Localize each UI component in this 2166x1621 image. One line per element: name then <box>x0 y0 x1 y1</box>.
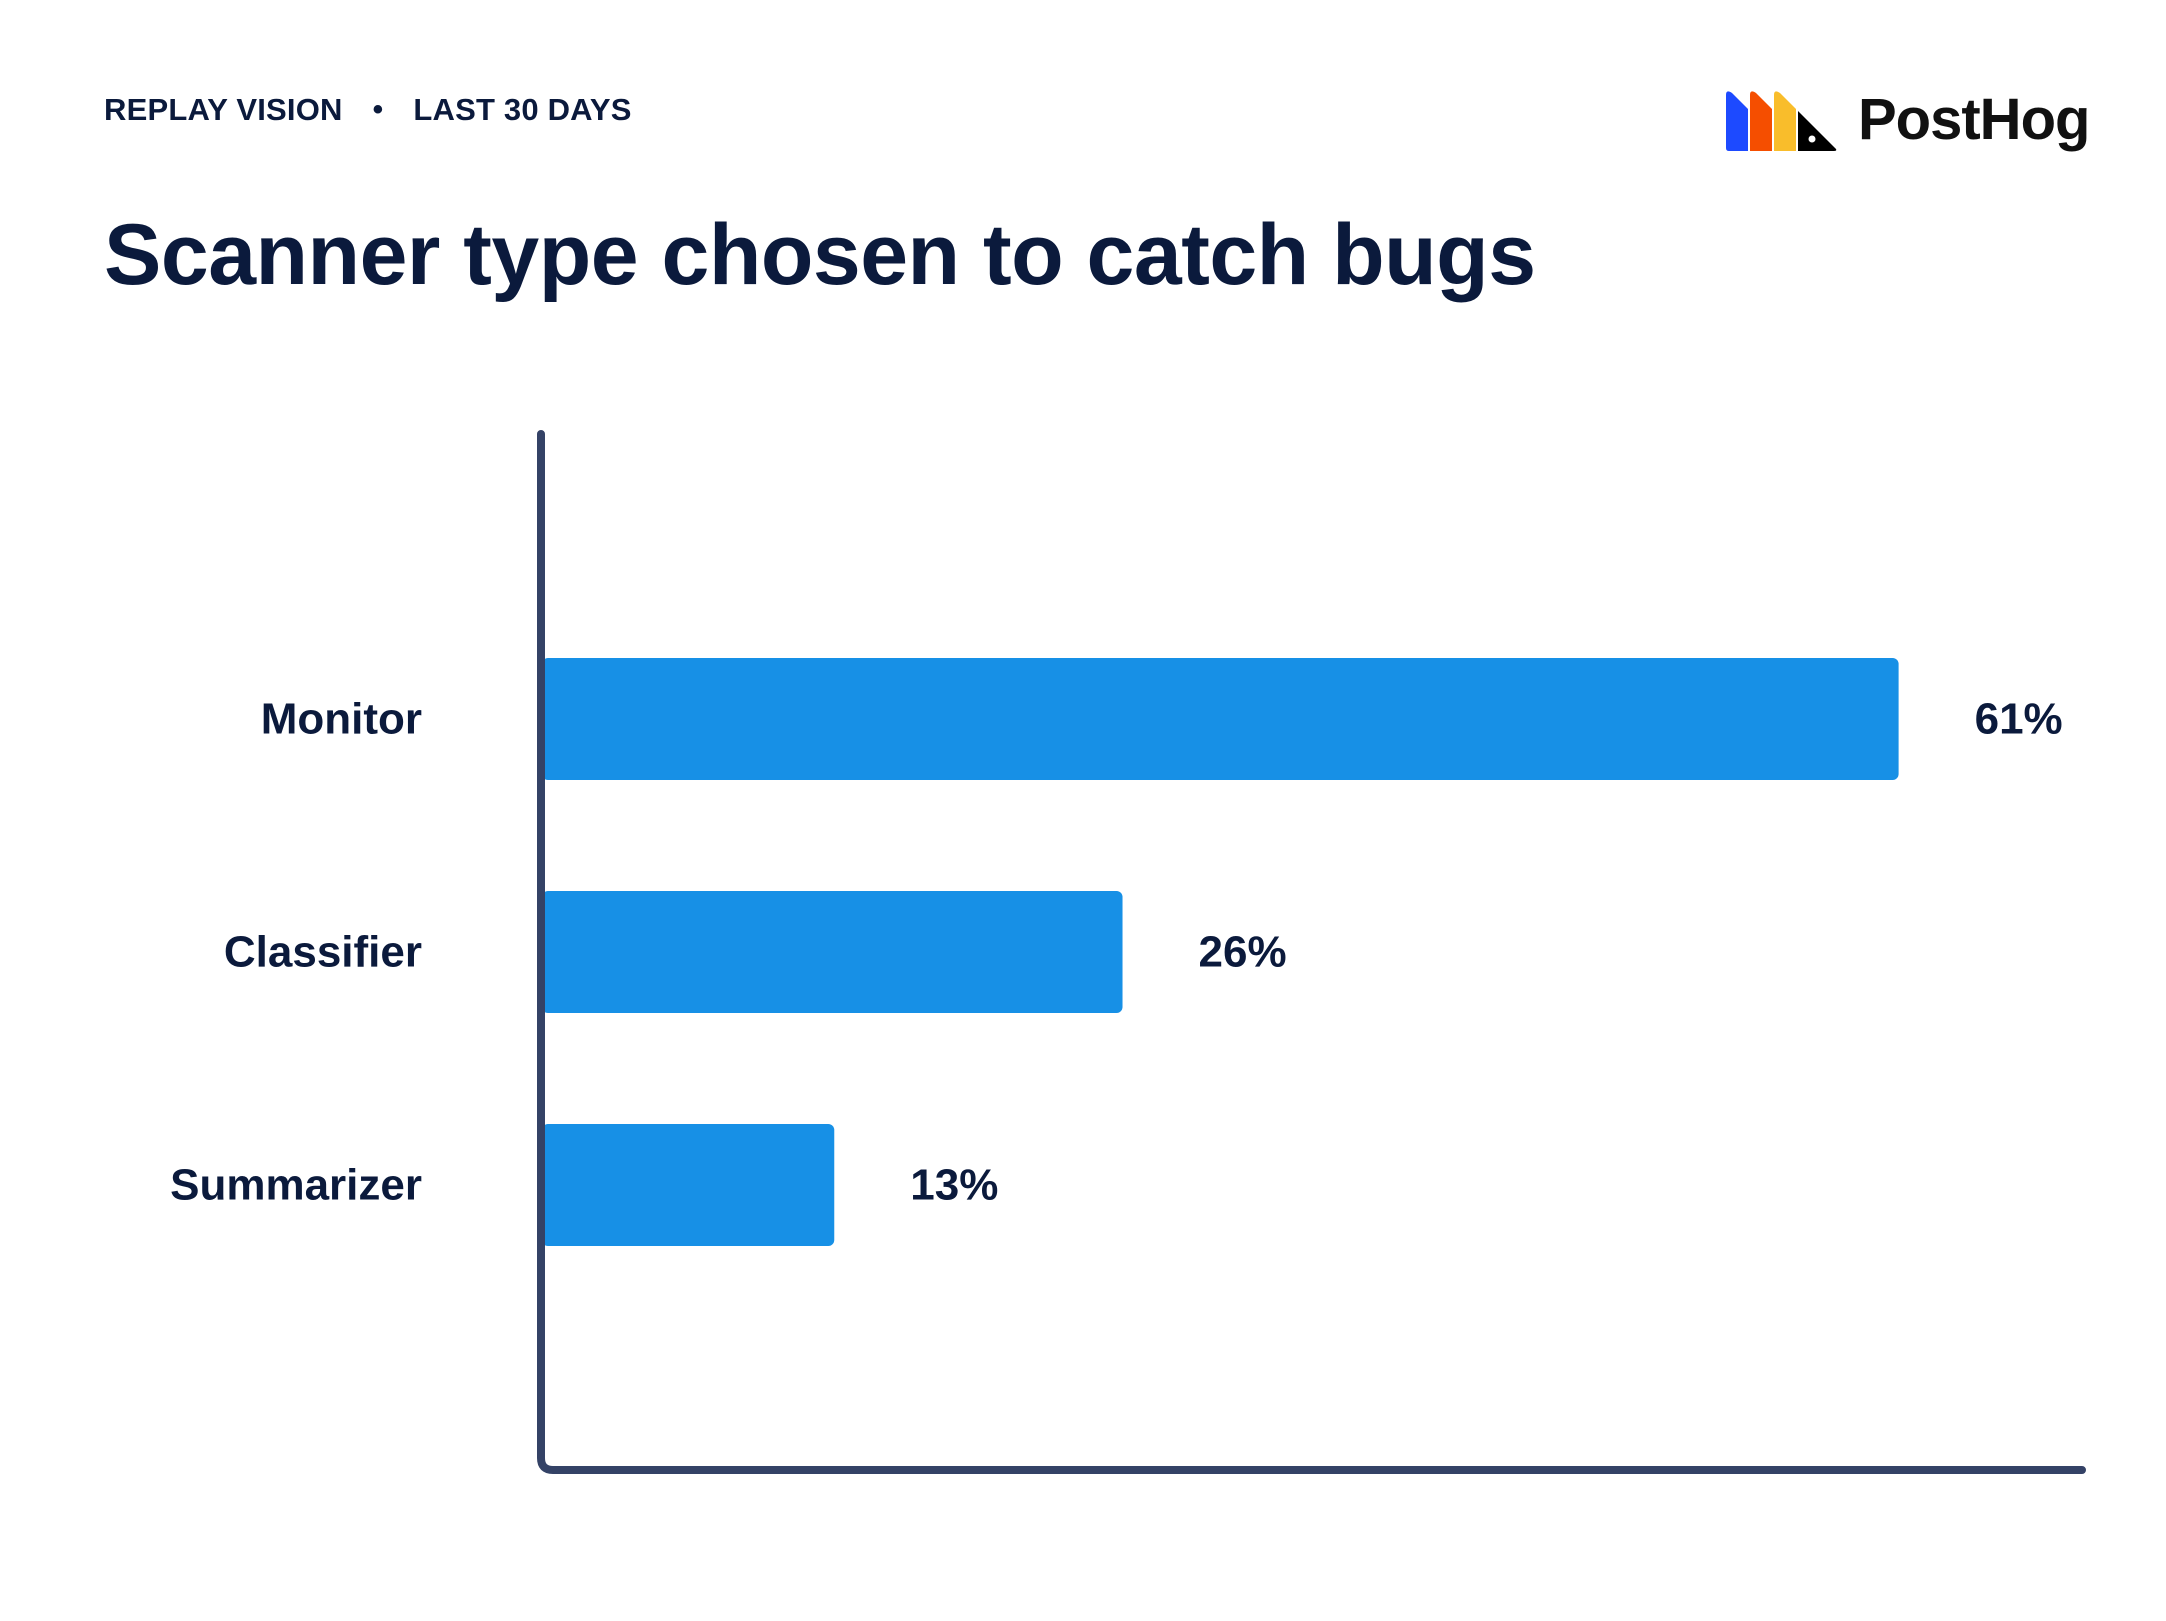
category-label: Classifier <box>224 928 422 977</box>
logo-stripes-icon <box>1726 90 1837 151</box>
bar-summarizer <box>542 1124 835 1246</box>
kicker-product: REPLAY VISION <box>104 92 343 127</box>
chart-axes <box>537 430 2086 1474</box>
brand-name: PostHog <box>1858 87 2090 152</box>
kicker-separator: • <box>372 93 384 126</box>
value-label: 61% <box>1975 695 2063 744</box>
value-label: 26% <box>1199 928 1287 977</box>
category-label: Monitor <box>261 695 422 744</box>
value-label: 13% <box>910 1161 998 1210</box>
bar-classifier <box>542 891 1123 1013</box>
bar-monitor <box>542 658 1899 780</box>
chart-title: Scanner type chosen to catch bugs <box>104 207 1536 303</box>
kicker-period: LAST 30 DAYS <box>413 92 632 127</box>
hedgehog-logo-icon <box>1726 90 1837 151</box>
posthog-logo: PostHog <box>1724 86 2090 153</box>
chart-kicker: REPLAY VISION • LAST 30 DAYS <box>104 92 632 128</box>
category-label: Summarizer <box>170 1161 422 1210</box>
